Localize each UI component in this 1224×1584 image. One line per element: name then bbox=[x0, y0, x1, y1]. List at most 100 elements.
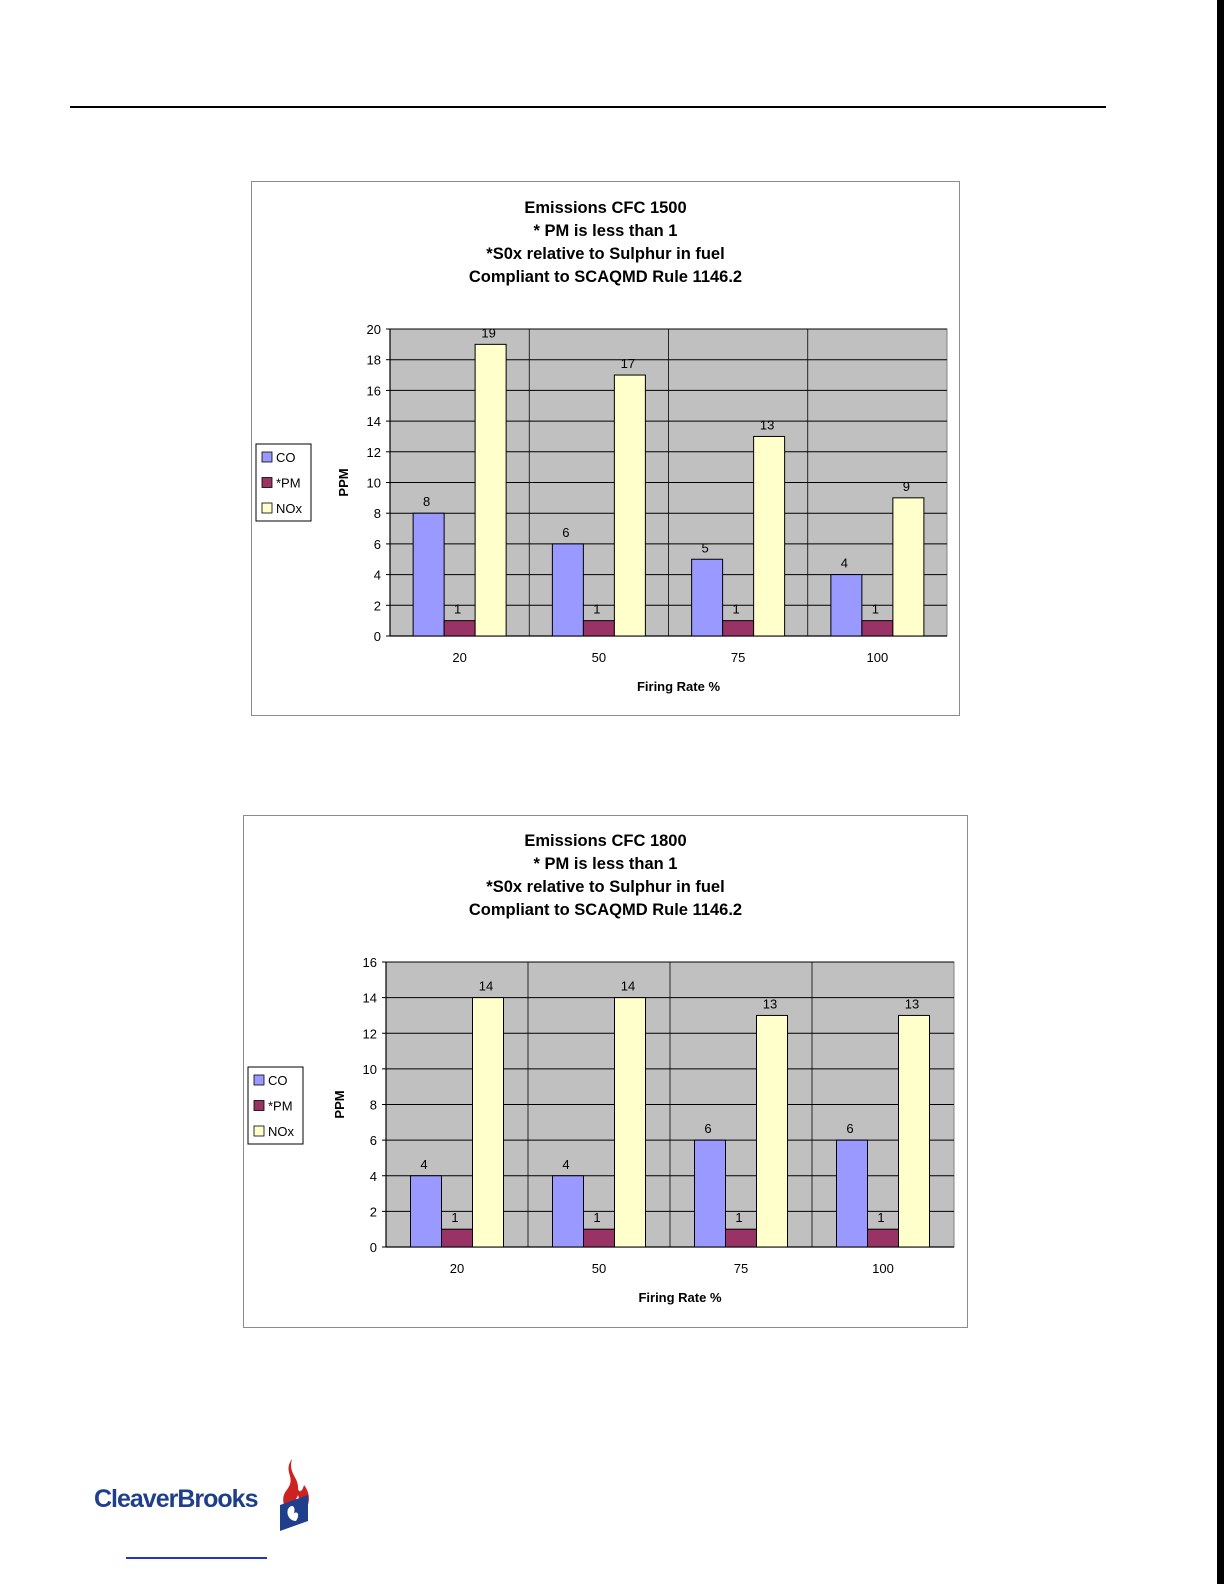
bar-co bbox=[410, 1175, 442, 1248]
emissions-chart-cfc-1500: Emissions CFC 1500 * PM is less than 1 *… bbox=[251, 181, 960, 716]
chart-title-line: Emissions CFC 1800 bbox=[524, 832, 687, 850]
flame-icon bbox=[280, 1459, 309, 1531]
bar-pm bbox=[867, 1228, 899, 1248]
bar-nox bbox=[472, 997, 504, 1248]
legend-swatch bbox=[261, 502, 273, 514]
data-label: 1 bbox=[733, 602, 740, 617]
y-tick-label: 8 bbox=[374, 506, 381, 521]
data-label: 13 bbox=[763, 996, 777, 1011]
data-label: 9 bbox=[903, 479, 910, 494]
y-tick-label: 18 bbox=[367, 353, 381, 368]
legend-label: NOx bbox=[276, 501, 303, 516]
y-tick-label: 0 bbox=[374, 629, 381, 644]
chart-title-line: * PM is less than 1 bbox=[533, 222, 678, 240]
cleaverbrooks-logo: CleaverBrooks bbox=[94, 1455, 324, 1535]
chart-title-line: Compliant to SCAQMD Rule 1146.2 bbox=[468, 268, 743, 286]
data-label: 5 bbox=[702, 540, 709, 555]
chart-title-line: *S0x relative to Sulphur in fuel bbox=[486, 245, 725, 263]
y-axis-title: PPM bbox=[332, 1090, 347, 1118]
y-tick-label: 16 bbox=[367, 383, 381, 398]
bar-nox bbox=[613, 374, 646, 637]
legend-label: *PM bbox=[268, 1099, 293, 1114]
data-label: 1 bbox=[877, 1210, 884, 1225]
chart-canvas: 0246810121416182081192061175051137541910… bbox=[255, 322, 948, 694]
bar-nox bbox=[898, 1014, 930, 1248]
legend-swatch bbox=[261, 477, 273, 488]
x-tick-label: 100 bbox=[867, 650, 889, 665]
data-label: 13 bbox=[760, 417, 774, 432]
data-label: 17 bbox=[621, 356, 635, 371]
chart-title: Emissions CFC 1500 * PM is less than 1 *… bbox=[252, 197, 959, 289]
chart-title-line: * PM is less than 1 bbox=[533, 855, 678, 873]
chart-title: Emissions CFC 1800 * PM is less than 1 *… bbox=[244, 830, 967, 922]
bar-pm bbox=[583, 1228, 615, 1248]
y-tick-label: 6 bbox=[374, 537, 381, 552]
y-tick-label: 16 bbox=[363, 955, 377, 970]
bar-co bbox=[691, 558, 724, 637]
data-label: 13 bbox=[905, 996, 919, 1011]
bar-pm bbox=[861, 620, 894, 637]
bar-pm bbox=[443, 620, 476, 637]
y-tick-label: 4 bbox=[374, 568, 381, 583]
x-tick-label: 75 bbox=[734, 1261, 748, 1276]
y-tick-label: 12 bbox=[363, 1026, 377, 1041]
x-tick-label: 20 bbox=[450, 1261, 464, 1276]
y-tick-label: 8 bbox=[370, 1098, 377, 1113]
x-tick-label: 100 bbox=[872, 1261, 894, 1276]
data-label: 6 bbox=[846, 1121, 853, 1136]
chart-title-line: Compliant to SCAQMD Rule 1146.2 bbox=[468, 901, 743, 919]
chart-title-line: *S0x relative to Sulphur in fuel bbox=[486, 878, 725, 896]
y-tick-label: 4 bbox=[370, 1169, 377, 1184]
data-label: 1 bbox=[454, 602, 461, 617]
bar-co bbox=[830, 574, 863, 637]
legend-swatch bbox=[253, 1125, 265, 1137]
data-label: 14 bbox=[621, 979, 635, 994]
data-label: 14 bbox=[479, 979, 493, 994]
y-axis-title: PPM bbox=[336, 468, 351, 496]
bar-co bbox=[694, 1139, 726, 1248]
data-label: 6 bbox=[704, 1121, 711, 1136]
x-axis-title: Firing Rate % bbox=[637, 679, 721, 694]
y-tick-label: 12 bbox=[367, 445, 381, 460]
bar-pm bbox=[725, 1228, 757, 1248]
y-tick-label: 14 bbox=[363, 991, 377, 1006]
data-label: 1 bbox=[451, 1210, 458, 1225]
legend-swatch bbox=[261, 451, 273, 463]
data-label: 19 bbox=[481, 325, 495, 340]
y-tick-label: 6 bbox=[370, 1133, 377, 1148]
y-tick-label: 14 bbox=[367, 414, 381, 429]
page-edge-bar bbox=[1217, 0, 1224, 1584]
legend-swatch bbox=[253, 1100, 265, 1111]
bar-nox bbox=[753, 435, 786, 637]
x-tick-label: 50 bbox=[592, 1261, 606, 1276]
chart-title-line: Emissions CFC 1500 bbox=[524, 199, 687, 217]
data-label: 4 bbox=[841, 556, 848, 571]
legend-swatch bbox=[253, 1074, 265, 1086]
legend-label: CO bbox=[276, 450, 296, 465]
data-label: 4 bbox=[420, 1157, 427, 1172]
x-tick-label: 20 bbox=[452, 650, 466, 665]
bar-nox bbox=[756, 1014, 788, 1248]
y-tick-label: 10 bbox=[363, 1062, 377, 1077]
legend-label: *PM bbox=[276, 476, 301, 491]
bar-co bbox=[412, 512, 445, 637]
data-label: 1 bbox=[735, 1210, 742, 1225]
bar-pm bbox=[722, 620, 755, 637]
y-tick-label: 10 bbox=[367, 476, 381, 491]
x-tick-label: 50 bbox=[592, 650, 606, 665]
bar-nox bbox=[474, 343, 507, 637]
bar-co bbox=[836, 1139, 868, 1248]
legend-label: CO bbox=[268, 1073, 288, 1088]
y-tick-label: 20 bbox=[367, 322, 381, 337]
footer-link-underline[interactable] bbox=[126, 1557, 267, 1559]
header-rule bbox=[70, 106, 1106, 108]
data-label: 6 bbox=[562, 525, 569, 540]
bar-nox bbox=[892, 497, 925, 637]
data-label: 1 bbox=[593, 1210, 600, 1225]
bar-nox bbox=[614, 997, 646, 1248]
x-axis-title: Firing Rate % bbox=[638, 1290, 722, 1305]
y-tick-label: 2 bbox=[374, 598, 381, 613]
legend-label: NOx bbox=[268, 1124, 295, 1139]
logo-wordmark: CleaverBrooks bbox=[94, 1485, 258, 1513]
x-tick-label: 75 bbox=[731, 650, 745, 665]
